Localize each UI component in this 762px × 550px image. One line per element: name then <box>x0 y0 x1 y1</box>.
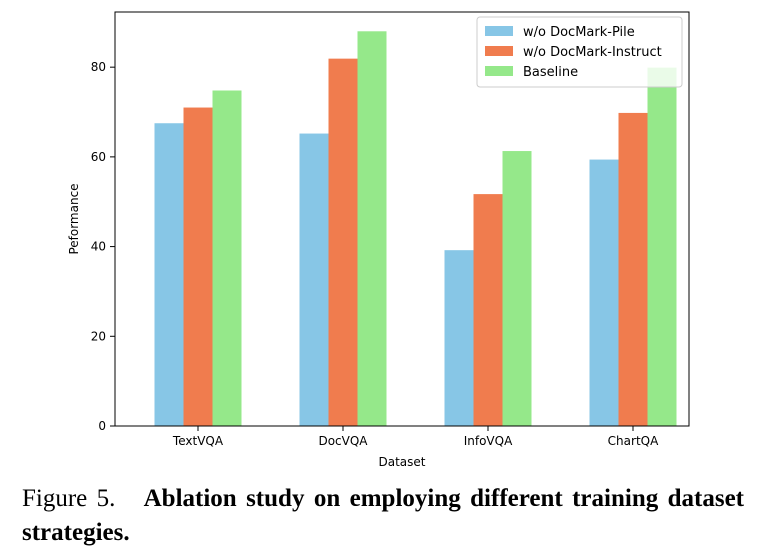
legend-label: Baseline <box>523 65 578 80</box>
y-tick-label: 80 <box>91 60 106 74</box>
x-tick-label: DocVQA <box>318 434 368 448</box>
x-tick-label: TextVQA <box>172 434 224 448</box>
bar-infovqa-series-2 <box>502 151 532 427</box>
x-axis-ticks: TextVQA DocVQA InfoVQA ChartQA <box>172 426 659 448</box>
bar-docvqa-series-2 <box>357 31 387 426</box>
y-axis-ticks: 0 20 40 60 80 <box>91 60 115 433</box>
legend-swatch <box>485 66 513 76</box>
y-axis-label: Peformance <box>67 183 81 254</box>
x-tick-label: InfoVQA <box>464 434 513 448</box>
legend: w/o DocMark-Pile w/o DocMark-Instruct Base… <box>476 16 683 88</box>
legend-label: w/o DocMark-Pile <box>523 25 635 40</box>
bar-infovqa-series-0 <box>444 250 474 426</box>
caption-title: Ablation study on employing different tr… <box>22 485 745 546</box>
bar-chartqa-series-2 <box>647 67 677 426</box>
legend-box <box>476 16 683 88</box>
bar-chartqa-series-0 <box>589 159 619 427</box>
x-tick-label: ChartQA <box>608 434 659 448</box>
y-tick-label: 60 <box>91 150 106 164</box>
bar-chartqa-series-1 <box>618 112 648 427</box>
legend-swatch <box>485 26 513 36</box>
bar-docvqa-series-1 <box>328 58 358 426</box>
y-tick-label: 40 <box>91 240 106 254</box>
plot-frame <box>114 11 690 427</box>
bar-textvqa-series-0 <box>154 123 184 426</box>
y-tick-label: 0 <box>98 419 106 433</box>
bars-group <box>154 31 677 427</box>
legend-label: w/o DocMark-Instruct <box>523 45 662 60</box>
y-tick-label: 20 <box>91 329 106 343</box>
legend-swatch <box>485 46 513 56</box>
caption-label: Figure 5. <box>22 485 116 512</box>
bar-infovqa-series-1 <box>473 194 503 426</box>
figure-caption: Figure 5. Ablation study on employing di… <box>22 482 744 550</box>
bar-textvqa-series-1 <box>183 107 213 427</box>
x-axis-label: Dataset <box>379 455 426 469</box>
bar-chart: 0 20 40 60 80 TextVQA DocVQA InfoVQA ChartQA Pe… <box>67 11 690 469</box>
bar-docvqa-series-0 <box>299 133 329 426</box>
bar-textvqa-series-2 <box>212 90 242 426</box>
